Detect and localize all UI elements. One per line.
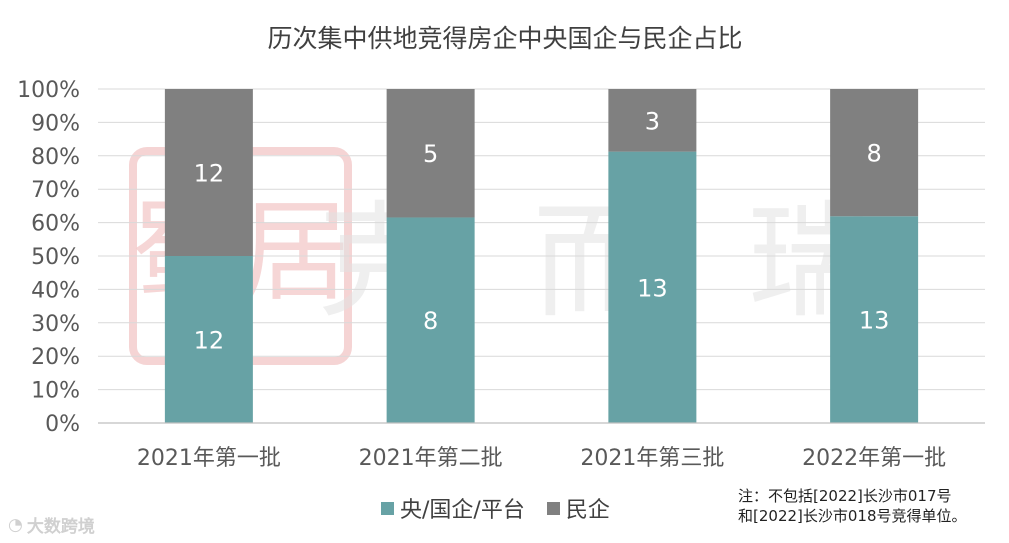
y-tick-label: 40% [31, 278, 80, 303]
data-label: 12 [194, 327, 225, 355]
data-label: 3 [645, 107, 660, 135]
y-tick-label: 50% [31, 245, 80, 270]
data-label: 13 [637, 274, 668, 302]
data-label: 8 [866, 140, 881, 168]
chart-title: 历次集中供地竞得房企中央国企与民企占比 [267, 24, 742, 53]
x-tick-label: 2021年第三批 [580, 446, 724, 471]
data-label: 8 [423, 307, 438, 335]
y-tick-label: 80% [31, 145, 80, 170]
bar-segment [608, 89, 697, 152]
bar-segment [608, 151, 697, 423]
legend-label-private: 民企 [565, 498, 610, 523]
y-tick-label: 90% [31, 111, 80, 136]
footnote-line-1: 注：不包括[2022]长沙市017号 [738, 487, 952, 505]
x-tick-label: 2021年第一批 [137, 446, 281, 471]
data-label: 13 [859, 307, 890, 335]
bar-segment [164, 89, 253, 256]
y-tick-label: 70% [31, 178, 80, 203]
data-label: 12 [194, 160, 225, 188]
legend-item-private: 民企 [546, 492, 610, 524]
y-tick-label: 20% [31, 345, 80, 370]
y-tick-label: 30% [31, 312, 80, 337]
footnote-line-2: 和[2022]长沙市018号竞得单位。 [738, 507, 967, 525]
bar-segment [830, 89, 919, 217]
footnote: 注：不包括[2022]长沙市017号 和[2022]长沙市018号竞得单位。 [738, 486, 967, 526]
brand-watermark: ◔ 大数跨境 [8, 512, 95, 538]
bar-segment [164, 256, 253, 423]
legend-swatch-private [546, 501, 560, 515]
legend-swatch-state [381, 501, 394, 515]
y-tick-label: 0% [45, 412, 80, 437]
brand-text: 大数跨境 [26, 517, 95, 537]
legend: 央/国企/平台 民企 [381, 492, 632, 524]
bar-segment [386, 217, 475, 423]
bar-segment [386, 89, 475, 218]
x-tick-label: 2022年第一批 [802, 446, 946, 471]
y-tick-label: 10% [31, 379, 80, 404]
x-tick-label: 2021年第二批 [359, 446, 503, 471]
legend-label-state: 央/国企/平台 [400, 498, 525, 523]
bar-segment [830, 216, 919, 423]
legend-item-state: 央/国企/平台 [381, 492, 525, 524]
y-tick-label: 60% [31, 212, 80, 237]
data-label: 5 [423, 140, 438, 168]
y-tick-label: 100% [17, 78, 80, 103]
weibo-logo-icon: ◔ [8, 514, 23, 535]
